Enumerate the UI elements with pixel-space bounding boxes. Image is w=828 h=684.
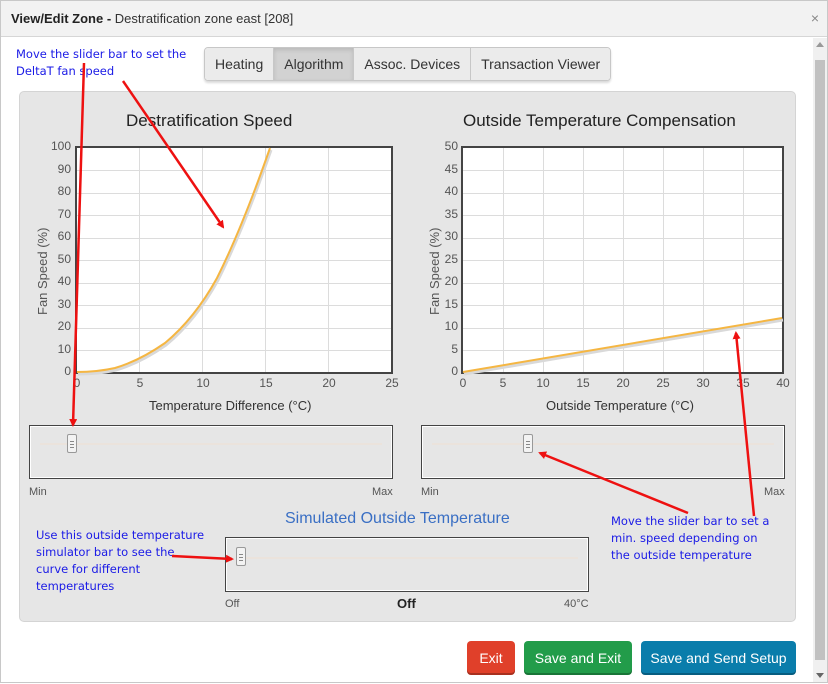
y-tick: 50 [444, 139, 458, 153]
note-line: DeltaT fan speed [16, 64, 115, 78]
slider-max-label: Max [764, 486, 785, 498]
y-tick: 5 [451, 342, 458, 356]
outside-temp-simulator-slider[interactable] [225, 537, 589, 592]
y-tick: 30 [444, 229, 458, 243]
tab-algorithm[interactable]: Algorithm [274, 48, 355, 80]
y-tick: 20 [57, 319, 71, 333]
dialog-title-zone: Destratification zone east [208] [111, 11, 294, 26]
simulator-value: Off [397, 596, 416, 611]
x-axis-label: Temperature Difference (°C) [149, 398, 312, 413]
y-tick: 30 [57, 297, 71, 311]
y-tick: 45 [444, 162, 458, 176]
annotation-note-min-speed: Move the slider bar to set a min. speed … [611, 513, 769, 564]
y-tick: 40 [57, 274, 71, 288]
y-axis-label: Fan Speed (%) [35, 227, 50, 315]
note-line: Use this outside temperature [36, 528, 205, 542]
slider-handle[interactable] [236, 547, 246, 566]
y-tick: 0 [64, 364, 71, 378]
dialog-title: View/Edit Zone - Destratification zone e… [11, 11, 293, 26]
scroll-down-arrow-icon[interactable] [816, 673, 824, 678]
destratification-curve [76, 147, 273, 376]
deltat-speed-slider[interactable] [29, 425, 393, 479]
y-tick: 20 [444, 274, 458, 288]
slider-handle[interactable] [523, 434, 533, 453]
note-line: temperatures [36, 579, 115, 593]
y-tick: 70 [57, 207, 71, 221]
x-tick: 25 [656, 376, 670, 390]
y-tick: 40 [444, 184, 458, 198]
outside-comp-line [462, 317, 784, 376]
chart-destratification-plot [75, 146, 393, 376]
y-tick: 100 [50, 139, 71, 153]
slider-track[interactable] [432, 443, 774, 445]
chart-title-outside-comp: Outside Temperature Compensation [463, 111, 736, 130]
dialog-title-bold: View/Edit Zone - [11, 11, 112, 26]
tab-bar: Heating Algorithm Assoc. Devices Transac… [204, 47, 612, 81]
y-tick: 60 [57, 229, 71, 243]
annotation-note-deltat: Move the slider bar to set the DeltaT fa… [16, 46, 186, 80]
y-tick: 90 [57, 162, 71, 176]
y-tick: 15 [444, 297, 458, 311]
y-tick: 10 [444, 319, 458, 333]
slider-handle[interactable] [67, 434, 77, 453]
tab-transaction-viewer[interactable]: Transaction Viewer [471, 48, 611, 80]
simulator-title: Simulated Outside Temperature [285, 510, 510, 527]
x-tick: 0 [459, 376, 467, 390]
slider-min-label: Min [29, 486, 47, 498]
simulator-max-label: 40°C [564, 598, 589, 610]
vertical-scrollbar[interactable] [813, 38, 827, 682]
chart-outside-comp-plot [461, 146, 784, 376]
y-tick: 25 [444, 252, 458, 266]
x-tick: 10 [196, 376, 210, 390]
note-line: curve for different [36, 562, 141, 576]
scrollbar-thumb[interactable] [815, 60, 825, 660]
save-and-exit-button[interactable]: Save and Exit [524, 641, 632, 675]
scroll-up-arrow-icon[interactable] [816, 42, 824, 47]
x-tick: 30 [696, 376, 710, 390]
y-tick: 50 [57, 252, 71, 266]
x-tick: 10 [536, 376, 550, 390]
chart-title-destratification: Destratification Speed [126, 111, 293, 130]
x-tick: 25 [385, 376, 399, 390]
close-icon[interactable]: × [810, 10, 819, 26]
slider-max-label: Max [372, 486, 393, 498]
note-line: Move the slider bar to set a [611, 514, 770, 528]
x-tick: 15 [576, 376, 590, 390]
y-tick: 35 [444, 207, 458, 221]
y-tick: 80 [57, 184, 71, 198]
tab-heating[interactable]: Heating [205, 48, 275, 80]
x-tick: 15 [259, 376, 273, 390]
slider-track[interactable] [236, 557, 578, 559]
simulator-min-label: Off [225, 598, 240, 610]
exit-button[interactable]: Exit [467, 641, 515, 675]
y-tick: 10 [57, 342, 71, 356]
x-tick: 20 [616, 376, 630, 390]
x-axis-label: Outside Temperature (°C) [546, 398, 695, 413]
dialog-header: View/Edit Zone - Destratification zone e… [1, 1, 827, 37]
annotation-note-simulator: Use this outside temperature simulator b… [36, 527, 204, 595]
x-tick: 20 [322, 376, 336, 390]
note-line: simulator bar to see the [36, 545, 175, 559]
tab-assoc-devices[interactable]: Assoc. Devices [354, 48, 472, 80]
x-tick: 0 [73, 376, 81, 390]
x-tick: 5 [499, 376, 507, 390]
slider-track[interactable] [40, 443, 382, 445]
slider-min-label: Min [421, 486, 439, 498]
note-line: the outside temperature [611, 548, 752, 562]
y-axis-label: Fan Speed (%) [427, 227, 442, 315]
x-tick: 5 [136, 376, 144, 390]
min-speed-slider[interactable] [421, 425, 785, 479]
x-tick: 35 [736, 376, 750, 390]
note-line: Move the slider bar to set the [16, 47, 187, 61]
y-tick: 0 [451, 364, 458, 378]
save-and-send-setup-button[interactable]: Save and Send Setup [641, 641, 796, 675]
note-line: min. speed depending on [611, 531, 758, 545]
x-tick: 40 [776, 376, 790, 390]
